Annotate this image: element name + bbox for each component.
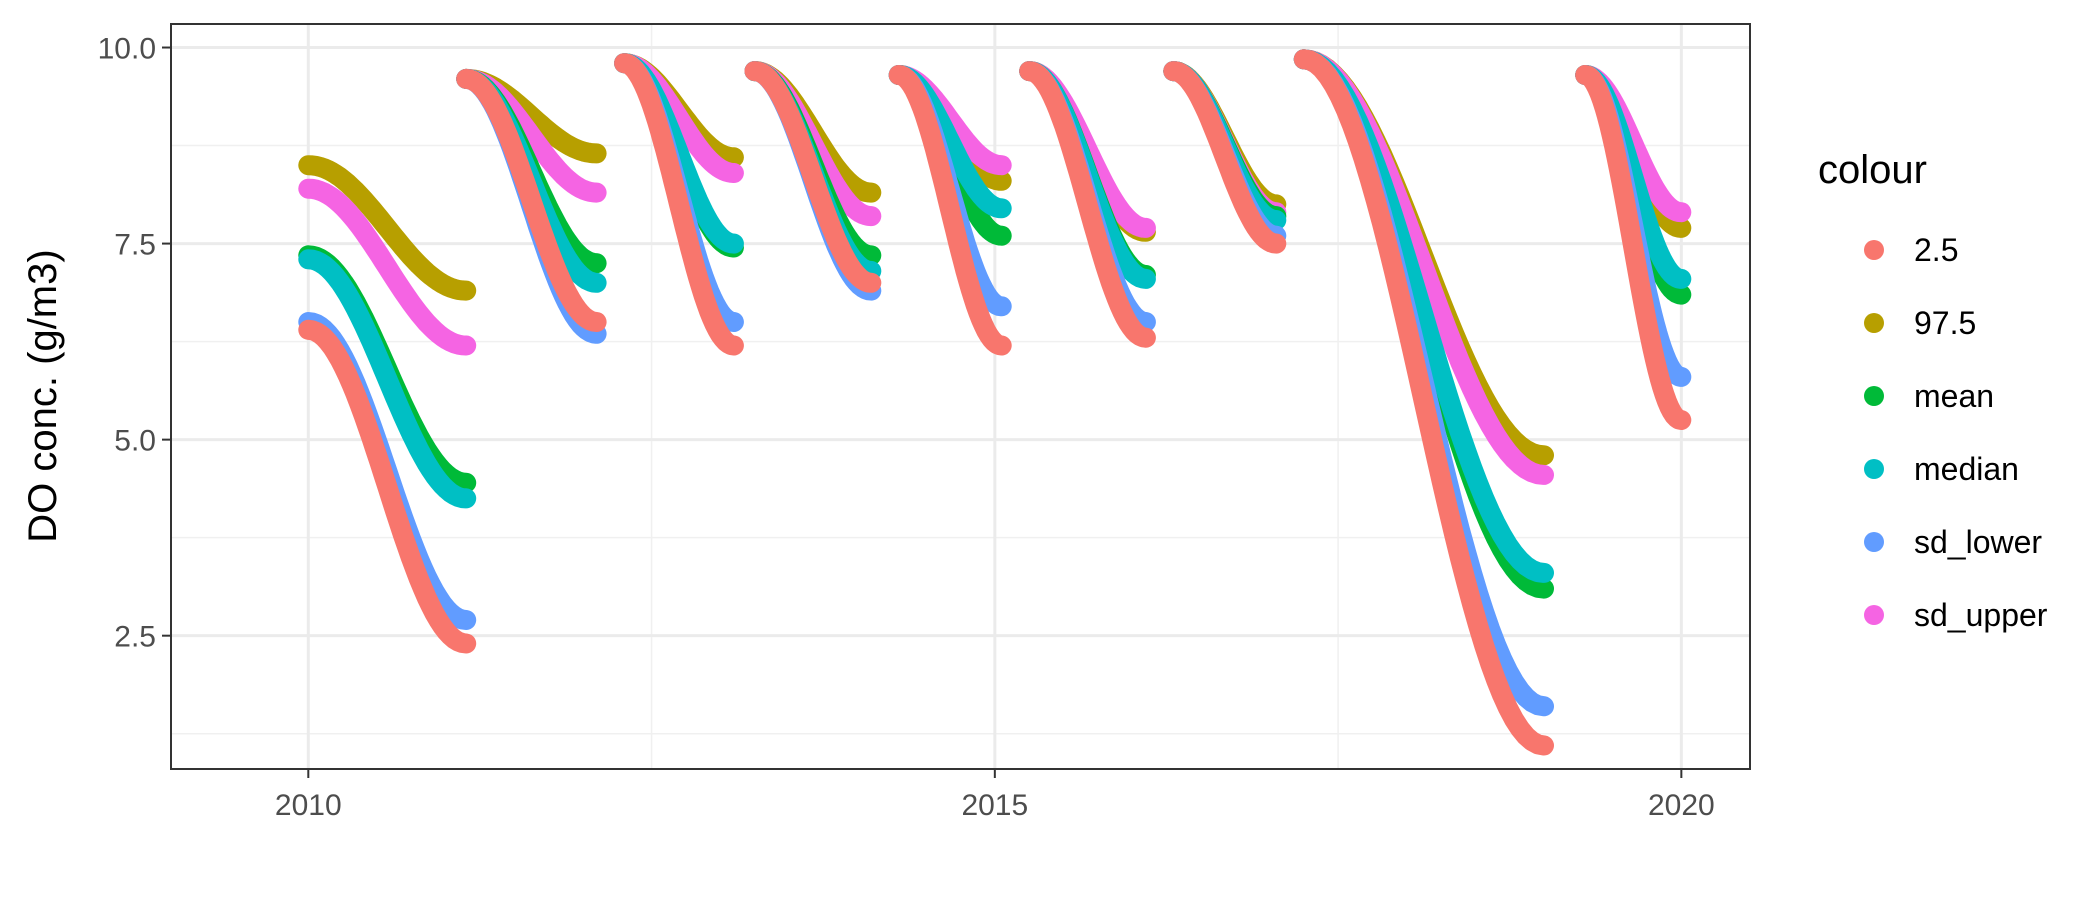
series-line-segment: [298, 249, 477, 509]
series-line-segment: [888, 65, 1012, 356]
series-line-segment: [1293, 49, 1554, 756]
series-layer: [298, 49, 1692, 756]
legend-key-sd-lower: [1864, 532, 1884, 552]
legend-label: 2.5: [1914, 232, 1958, 268]
series-line-segment: [744, 61, 882, 293]
y-tick-label: 10.0: [98, 33, 156, 66]
legend-title: colour: [1818, 148, 1927, 192]
legend-key-2-5: [1864, 240, 1884, 260]
legend-label: 97.5: [1914, 305, 1976, 341]
legend: colour 2.5 97.5 mean median sd_lower sd_upper: [1818, 148, 2048, 633]
y-tick-label: 2.5: [114, 621, 156, 654]
series-line-segment: [614, 53, 744, 356]
legend-label: median: [1914, 451, 2019, 487]
x-tick-label: 2015: [961, 789, 1028, 822]
legend-key-97-5: [1864, 313, 1884, 333]
series-line-segment: [1019, 61, 1156, 348]
legend-key-mean: [1864, 386, 1884, 406]
series-line-segment: [298, 178, 477, 356]
series-line-segment: [1163, 61, 1287, 254]
series-line-segment: [298, 319, 477, 654]
x-tick-label: 2020: [1648, 789, 1715, 822]
axes: 2010 2015 2020 2.5 5.0 7.5 10.0: [98, 33, 1715, 822]
legend-key-median: [1864, 459, 1884, 479]
plot-border: [170, 23, 1751, 770]
legend-label: sd_upper: [1914, 597, 2048, 633]
series-line-segment: [298, 155, 477, 301]
series-2-5: [298, 49, 1692, 756]
legend-key-sd-upper: [1864, 605, 1884, 625]
legend-label: sd_lower: [1914, 524, 2042, 560]
y-tick-label: 7.5: [114, 229, 156, 262]
y-axis-title: DO conc. (g/m3): [21, 249, 65, 542]
series-line-segment: [456, 68, 607, 332]
legend-label: mean: [1914, 378, 1994, 414]
series-line-segment: [1575, 65, 1692, 430]
y-tick-label: 5.0: [114, 425, 156, 458]
x-tick-label: 2010: [275, 789, 342, 822]
